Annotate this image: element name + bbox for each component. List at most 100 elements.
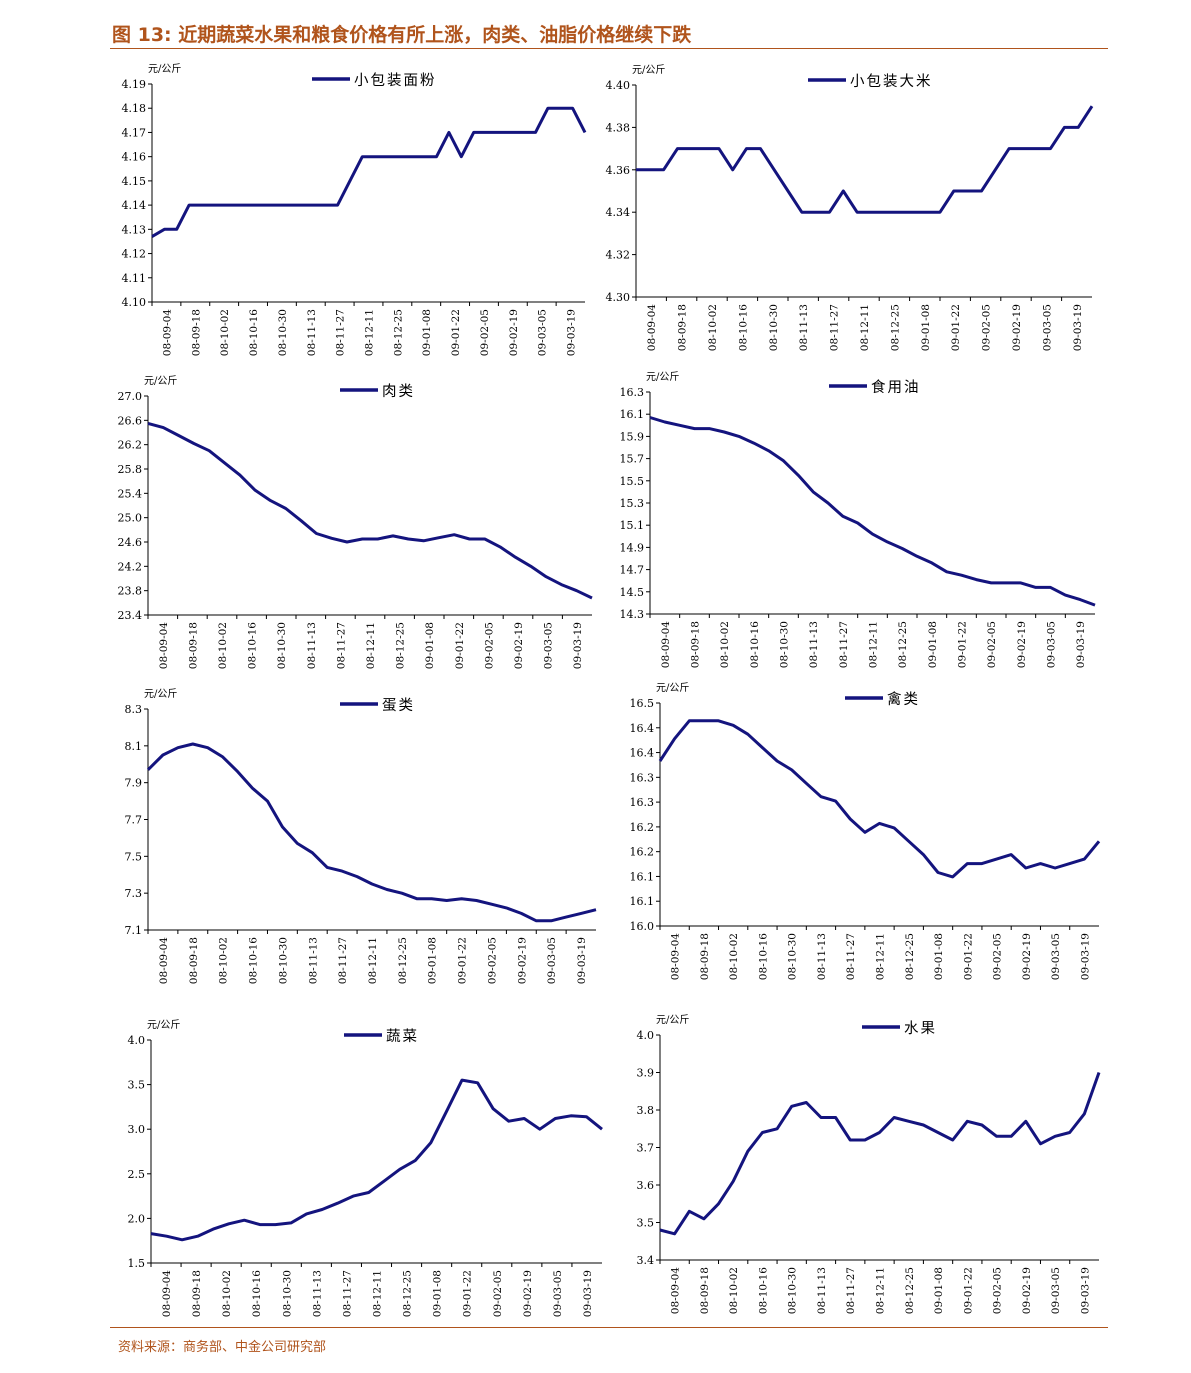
x-tick-label: 08-09-04 bbox=[158, 937, 170, 984]
x-tick-label: 09-02-19 bbox=[1016, 621, 1028, 668]
x-tick-label: 09-02-05 bbox=[992, 1267, 1004, 1314]
y-tick-label: 7.9 bbox=[125, 777, 143, 790]
source-note: 资料来源：商务部、中金公司研究部 bbox=[118, 1340, 327, 1355]
unit-label: 元/公斤 bbox=[144, 688, 177, 700]
y-tick-label: 15.5 bbox=[620, 475, 645, 488]
y-tick-label: 2.5 bbox=[128, 1168, 146, 1181]
x-tick-label: 08-11-27 bbox=[829, 304, 841, 351]
y-tick-label: 4.12 bbox=[122, 248, 147, 261]
x-tick-label: 08-10-02 bbox=[221, 1270, 233, 1317]
x-tick-label: 08-10-16 bbox=[248, 309, 260, 356]
y-tick-label: 16.3 bbox=[630, 771, 655, 784]
y-tick-label: 14.3 bbox=[620, 608, 645, 621]
x-tick-label: 08-09-04 bbox=[161, 1270, 173, 1317]
x-tick-label: 09-02-05 bbox=[992, 933, 1004, 980]
y-tick-label: 4.36 bbox=[606, 164, 631, 177]
y-tick-label: 16.2 bbox=[630, 821, 655, 834]
x-tick-label: 08-10-30 bbox=[787, 933, 799, 980]
x-tick-label: 08-10-02 bbox=[218, 937, 230, 984]
unit-label: 元/公斤 bbox=[147, 1019, 180, 1031]
x-tick-label: 08-09-18 bbox=[699, 1267, 711, 1314]
x-tick-label: 08-10-16 bbox=[757, 1267, 769, 1314]
y-tick-label: 16.1 bbox=[630, 870, 655, 883]
x-tick-label: 08-09-18 bbox=[677, 304, 689, 351]
x-tick-label: 08-09-04 bbox=[646, 304, 658, 351]
y-tick-label: 23.4 bbox=[118, 609, 143, 622]
y-tick-label: 16.0 bbox=[630, 920, 655, 933]
x-tick-label: 08-11-27 bbox=[845, 1267, 857, 1314]
x-tick-label: 08-12-11 bbox=[364, 309, 376, 356]
x-tick-label: 09-02-05 bbox=[483, 622, 495, 669]
y-tick-label: 16.1 bbox=[620, 408, 645, 421]
series-line bbox=[649, 416, 1096, 607]
y-tick-label: 3.8 bbox=[637, 1104, 655, 1117]
x-tick-label: 08-09-04 bbox=[161, 309, 173, 356]
x-tick-label: 08-10-30 bbox=[779, 621, 791, 668]
y-tick-label: 2.0 bbox=[128, 1212, 146, 1225]
legend-label: 蛋类 bbox=[382, 697, 415, 714]
y-tick-label: 4.14 bbox=[122, 199, 147, 212]
y-tick-label: 4.38 bbox=[606, 121, 631, 134]
x-tick-label: 08-09-18 bbox=[190, 309, 202, 356]
x-tick-label: 08-11-27 bbox=[838, 621, 850, 668]
series-line bbox=[659, 1072, 1101, 1236]
x-tick-label: 09-02-05 bbox=[479, 309, 491, 356]
unit-label: 元/公斤 bbox=[144, 375, 177, 387]
y-tick-label: 7.7 bbox=[125, 814, 143, 827]
bottom-rule bbox=[110, 1327, 1108, 1328]
x-tick-label: 08-12-11 bbox=[372, 1270, 384, 1317]
x-tick-label: 09-03-05 bbox=[546, 937, 558, 984]
legend-label: 肉类 bbox=[382, 383, 415, 400]
unit-label: 元/公斤 bbox=[632, 64, 665, 76]
y-tick-label: 4.16 bbox=[122, 151, 147, 164]
y-tick-label: 7.1 bbox=[125, 924, 143, 937]
x-tick-label: 09-02-19 bbox=[516, 937, 528, 984]
x-tick-label: 09-02-19 bbox=[1021, 933, 1033, 980]
x-tick-label: 08-12-25 bbox=[402, 1270, 414, 1317]
y-tick-label: 4.32 bbox=[606, 249, 631, 262]
x-tick-label: 09-01-22 bbox=[457, 937, 469, 984]
legend-label: 小包装面粉 bbox=[354, 72, 437, 89]
x-tick-label: 09-01-22 bbox=[950, 304, 962, 351]
x-tick-label: 08-11-13 bbox=[311, 1270, 323, 1317]
x-tick-label: 08-10-30 bbox=[277, 937, 289, 984]
x-tick-label: 08-10-30 bbox=[768, 304, 780, 351]
y-tick-label: 1.5 bbox=[128, 1257, 146, 1270]
y-tick-label: 4.30 bbox=[606, 291, 631, 304]
y-tick-label: 3.7 bbox=[637, 1142, 655, 1155]
x-tick-label: 08-10-30 bbox=[281, 1270, 293, 1317]
y-tick-label: 7.3 bbox=[125, 887, 143, 900]
y-tick-label: 16.1 bbox=[630, 895, 655, 908]
x-tick-label: 08-12-11 bbox=[365, 622, 377, 669]
x-tick-label: 08-12-11 bbox=[875, 1267, 887, 1314]
x-tick-label: 08-09-04 bbox=[158, 622, 170, 669]
x-tick-label: 09-03-19 bbox=[1079, 1267, 1091, 1314]
x-tick-label: 09-02-05 bbox=[981, 304, 993, 351]
x-tick-label: 08-12-25 bbox=[904, 933, 916, 980]
y-tick-label: 27.0 bbox=[118, 390, 143, 403]
unit-label: 元/公斤 bbox=[656, 1014, 689, 1026]
x-tick-label: 08-10-16 bbox=[737, 304, 749, 351]
x-tick-label: 09-01-22 bbox=[962, 1267, 974, 1314]
x-tick-label: 08-10-30 bbox=[277, 309, 289, 356]
y-tick-label: 16.4 bbox=[630, 747, 655, 760]
y-tick-label: 16.5 bbox=[630, 697, 655, 710]
x-tick-label: 09-01-08 bbox=[424, 622, 436, 669]
x-tick-label: 09-01-08 bbox=[920, 304, 932, 351]
y-tick-label: 15.1 bbox=[620, 519, 645, 532]
series-line bbox=[146, 742, 597, 923]
x-tick-label: 09-02-19 bbox=[1011, 304, 1023, 351]
y-tick-label: 25.8 bbox=[118, 463, 143, 476]
y-tick-label: 4.10 bbox=[122, 296, 147, 309]
x-tick-label: 09-01-22 bbox=[450, 309, 462, 356]
y-tick-label: 16.3 bbox=[630, 796, 655, 809]
y-tick-label: 3.5 bbox=[637, 1217, 655, 1230]
y-tick-label: 4.17 bbox=[122, 126, 147, 139]
unit-label: 元/公斤 bbox=[148, 63, 181, 75]
y-tick-label: 8.1 bbox=[125, 740, 143, 753]
y-tick-label: 16.3 bbox=[620, 386, 645, 399]
x-tick-label: 09-01-08 bbox=[933, 933, 945, 980]
